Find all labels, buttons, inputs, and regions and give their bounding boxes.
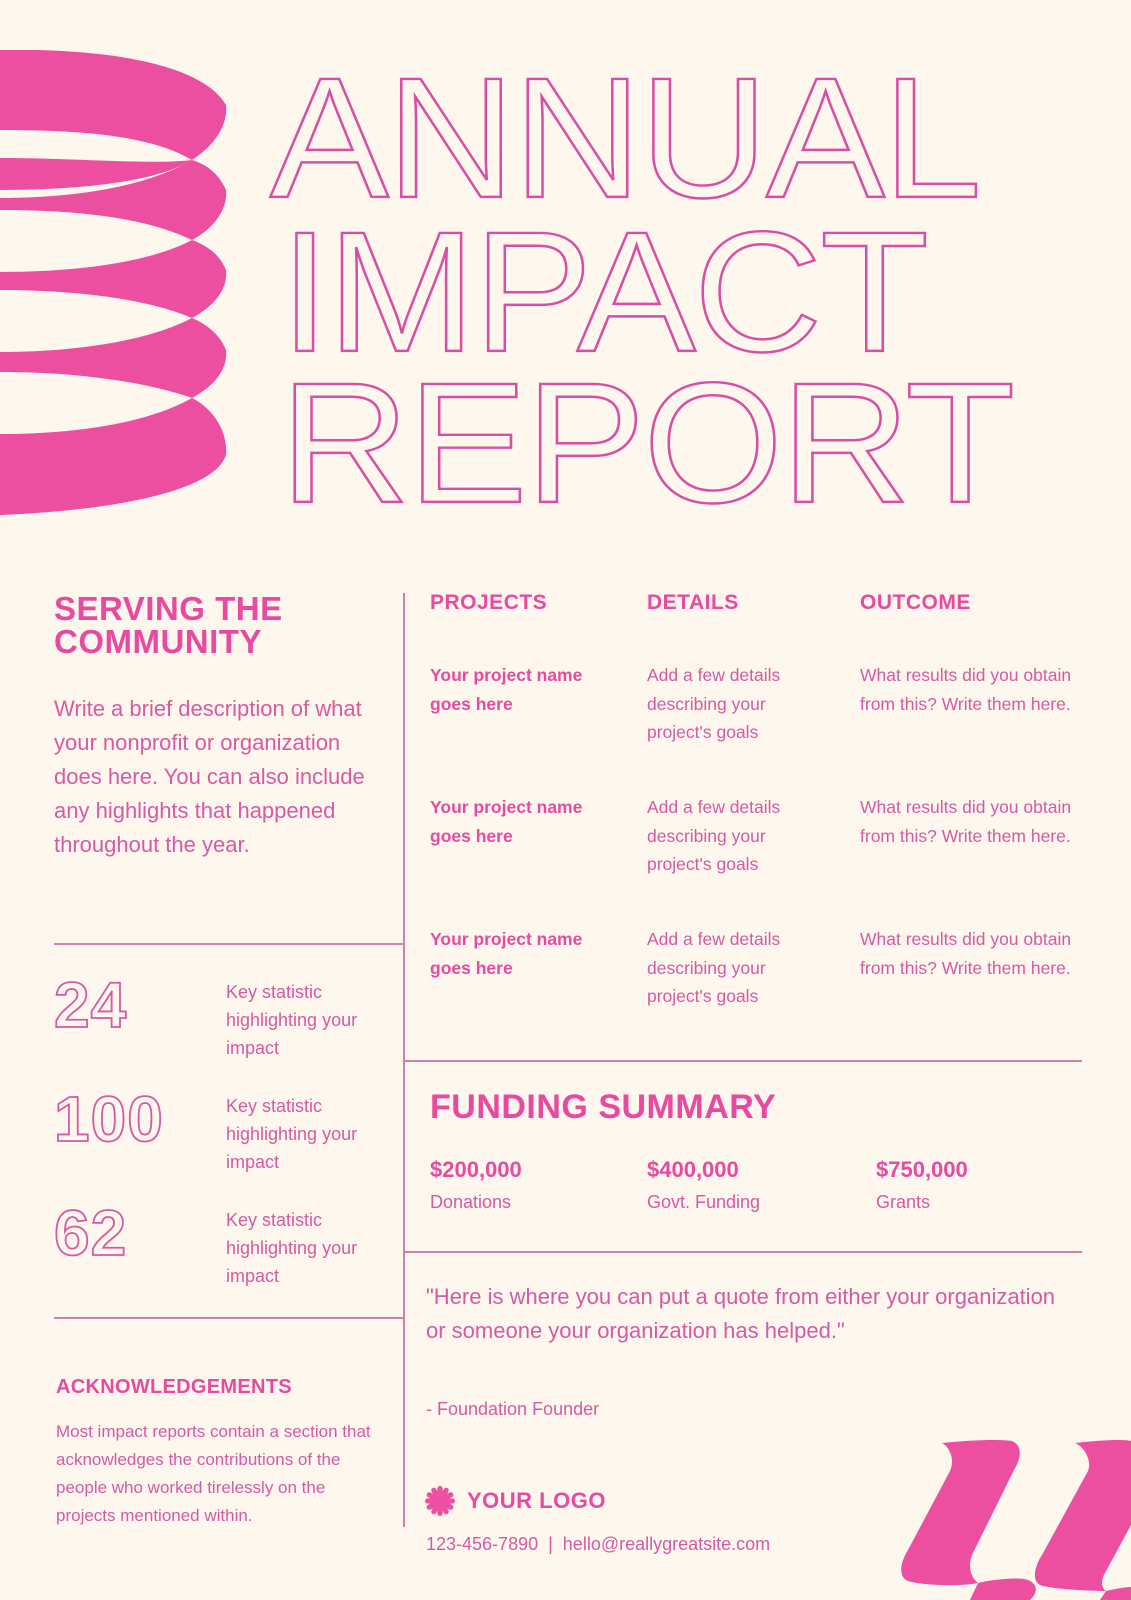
funding-item: $200,000 Donations [430, 1156, 522, 1214]
funding-item: $400,000 Govt. Funding [647, 1156, 760, 1214]
stat-value: 62 [53, 1197, 128, 1269]
acknowledgements-heading: ACKNOWLEDGEMENTS [56, 1376, 292, 1398]
contact-separator: | [548, 1534, 553, 1554]
stat-item: 24 Key statistic highlighting your impac… [53, 969, 394, 1078]
funding-label: Donations [430, 1192, 512, 1212]
acknowledgements-body: Most impact reports contain a section th… [56, 1422, 371, 1525]
funding-label: Govt. Funding [647, 1192, 761, 1212]
stat-item: 100 Key statistic highlighting your impa… [53, 1083, 394, 1192]
project-details: Add a few details describing your projec… [647, 665, 781, 742]
funding-amount: $200,000 [430, 1157, 522, 1182]
contact-info: 123-456-7890 | hello@reallygreatsite.com [426, 1534, 770, 1555]
quote-text: "Here is where you can put a quote from … [426, 1284, 1056, 1343]
project-outcome: What results did you obtain from this? W… [860, 665, 1072, 714]
project-details: Add a few details describing your projec… [647, 929, 781, 1006]
project-outcome: What results did you obtain from this? W… [860, 929, 1072, 978]
funding-heading: FUNDING SUMMARY [430, 1088, 777, 1126]
title-line-impact: IMPACT [279, 195, 930, 388]
stat-label: Key statistic highlighting your impact [226, 1210, 358, 1286]
funding-amount: $400,000 [647, 1157, 739, 1182]
asterisk-flower-icon [425, 1486, 455, 1516]
stat-value: 24 [53, 969, 128, 1041]
divider-table-funding [403, 1060, 1082, 1062]
stat-label: Key statistic highlighting your impact [226, 1096, 358, 1172]
serving-description: Write a brief description of what your n… [54, 696, 365, 857]
funding-amount: $750,000 [876, 1157, 968, 1182]
stat-item: 62 Key statistic highlighting your impac… [53, 1197, 394, 1306]
project-outcome: What results did you obtain from this? W… [860, 797, 1072, 846]
phone-number[interactable]: 123-456-7890 [426, 1534, 539, 1554]
quotation-mark-decoration-icon [901, 1439, 1131, 1600]
stat-value: 100 [53, 1083, 164, 1155]
funding-label: Grants [876, 1192, 931, 1212]
project-name: Your project name goes here [430, 929, 583, 978]
logo-text: YOUR LOGO [467, 1488, 606, 1513]
table-header-outcome: OUTCOME [860, 591, 971, 614]
table-header-details: DETAILS [647, 591, 739, 614]
quote-author: - Foundation Founder [426, 1399, 600, 1419]
title-line-annual: ANNUAL [269, 41, 983, 234]
divider-funding-quote [403, 1251, 1082, 1253]
title-line-report: REPORT [279, 346, 1017, 539]
stat-label: Key statistic highlighting your impact [226, 982, 358, 1058]
serving-heading: SERVING THE COMMUNITY [54, 590, 283, 660]
project-name: Your project name goes here [430, 665, 583, 714]
table-header-projects: PROJECTS [430, 591, 548, 614]
funding-item: $750,000 Grants [876, 1156, 968, 1214]
logo: YOUR LOGO [425, 1486, 606, 1516]
divider-serving-stats [54, 943, 404, 945]
coil-decoration-icon [0, 50, 227, 515]
email-link[interactable]: hello@reallygreatsite.com [562, 1534, 771, 1554]
project-details: Add a few details describing your projec… [647, 797, 781, 874]
divider-stats-ack [54, 1317, 404, 1319]
project-name: Your project name goes here [430, 797, 583, 846]
